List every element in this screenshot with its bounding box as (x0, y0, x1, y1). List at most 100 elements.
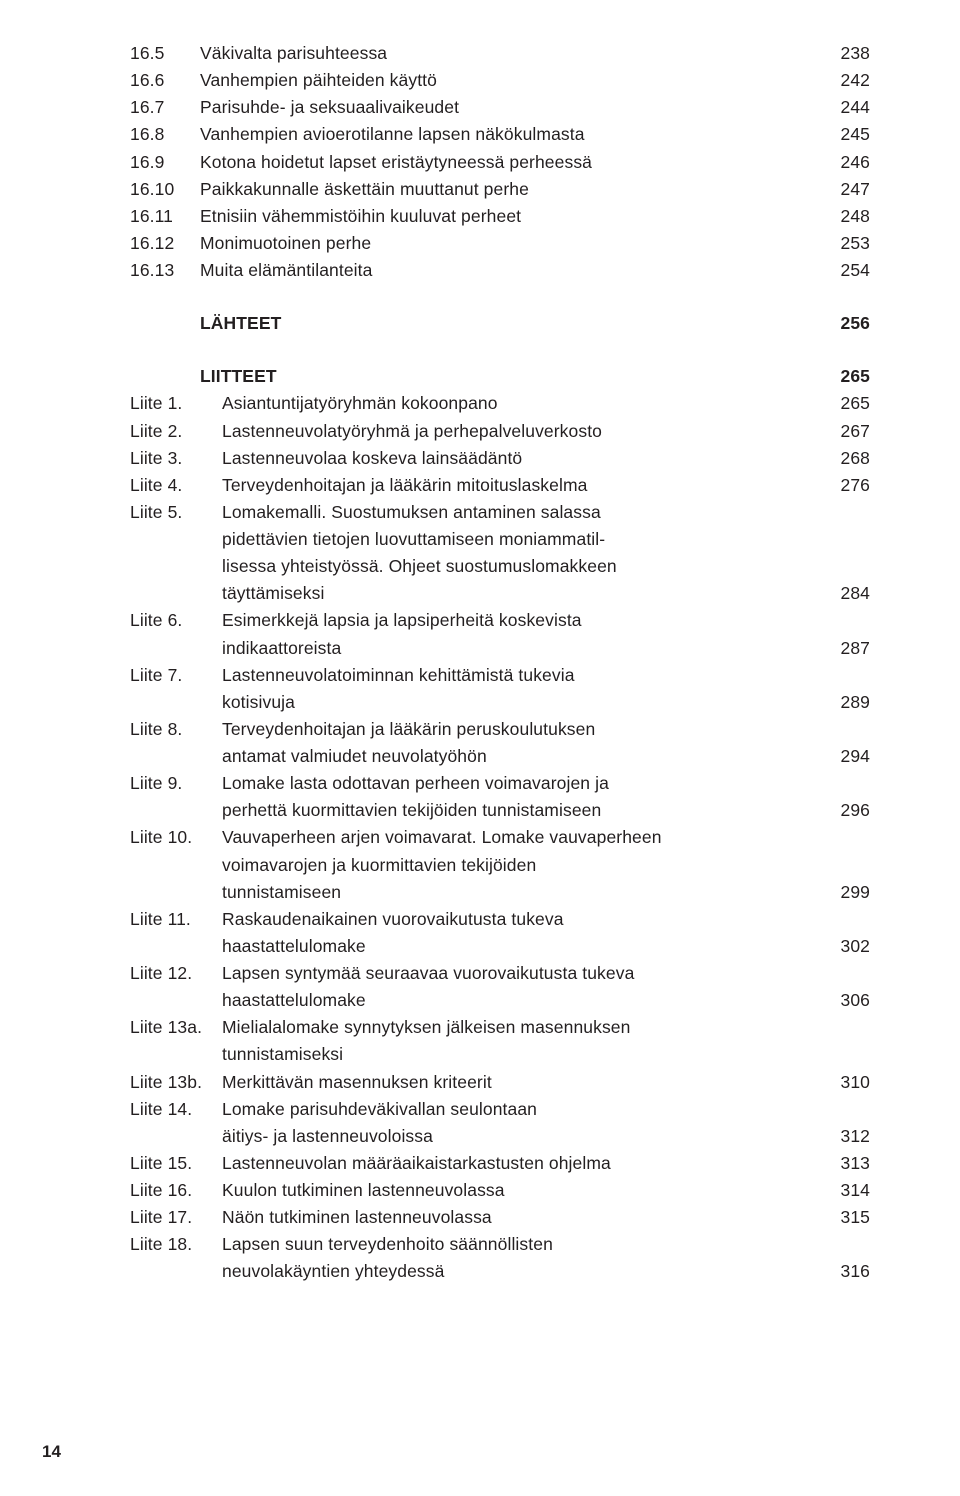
liite-page-number: 287 (820, 635, 870, 662)
toc-row: 16.9Kotona hoidetut lapset eristäytynees… (130, 149, 870, 176)
toc-section-number: 16.11 (130, 203, 200, 230)
liite-label: Raskaudenaikainen vuorovaikutusta tukeva (222, 906, 820, 933)
liite-row: Liite 11.Raskaudenaikainen vuorovaikutus… (130, 906, 870, 933)
liite-page-number: 299 (820, 879, 870, 906)
liite-row: kotisivuja289 (130, 689, 870, 716)
liite-label: Lomake parisuhdeväkivallan seulontaan (222, 1096, 820, 1123)
liite-row: pidettävien tietojen luovuttamiseen moni… (130, 526, 870, 553)
liite-label: kotisivuja (222, 689, 820, 716)
toc-page-number: 248 (820, 203, 870, 230)
liitteet-heading: LIITTEET 265 (130, 363, 870, 390)
liite-label: Lastenneuvolan määräaikaistarkastusten o… (222, 1150, 820, 1177)
liite-page-number: 296 (820, 797, 870, 824)
liite-number: Liite 7. (130, 662, 222, 689)
toc-row: 16.7Parisuhde- ja seksuaalivaikeudet244 (130, 94, 870, 121)
toc-section-number: 16.5 (130, 40, 200, 67)
toc-section-label: Kotona hoidetut lapset eristäytyneessä p… (200, 149, 820, 176)
liite-row: Liite 17.Näön tutkiminen lastenneuvolass… (130, 1204, 870, 1231)
liite-label: indikaattoreista (222, 635, 820, 662)
liite-row: Liite 7.Lastenneuvolatoiminnan kehittämi… (130, 662, 870, 689)
liite-number: Liite 9. (130, 770, 222, 797)
toc-page-number: 254 (820, 257, 870, 284)
toc-section-number: 16.7 (130, 94, 200, 121)
liite-row: antamat valmiudet neuvolatyöhön294 (130, 743, 870, 770)
liite-page-number: 268 (820, 445, 870, 472)
toc-row: 16.5Väkivalta parisuhteessa238 (130, 40, 870, 67)
liite-number: Liite 15. (130, 1150, 222, 1177)
liite-row: täyttämiseksi284 (130, 580, 870, 607)
liite-row: Liite 16.Kuulon tutkiminen lastenneuvola… (130, 1177, 870, 1204)
liite-row: Liite 12.Lapsen syntymää seuraavaa vuoro… (130, 960, 870, 987)
liite-row: Liite 9.Lomake lasta odottavan perheen v… (130, 770, 870, 797)
toc-section-label: Muita elämäntilanteita (200, 257, 820, 284)
lahteet-heading: LÄHTEET 256 (130, 310, 870, 337)
liite-page-number: 267 (820, 418, 870, 445)
toc-row: 16.12Monimuotoinen perhe253 (130, 230, 870, 257)
liite-row: Liite 3.Lastenneuvolaa koskeva lainsäädä… (130, 445, 870, 472)
liite-page-number: 276 (820, 472, 870, 499)
liite-label: Lastenneuvolaa koskeva lainsäädäntö (222, 445, 820, 472)
page-number: 14 (42, 1442, 61, 1462)
liitteet-label: LIITTEET (200, 363, 820, 390)
liite-page-number: 315 (820, 1204, 870, 1231)
liite-label: pidettävien tietojen luovuttamiseen moni… (222, 526, 820, 553)
liite-row: Liite 14.Lomake parisuhdeväkivallan seul… (130, 1096, 870, 1123)
liite-label: Terveydenhoitajan ja lääkärin mitoitusla… (222, 472, 820, 499)
toc-page-number: 238 (820, 40, 870, 67)
liite-number: Liite 10. (130, 824, 222, 851)
liite-row: Liite 2.Lastenneuvolatyöryhmä ja perhepa… (130, 418, 870, 445)
liite-number: Liite 6. (130, 607, 222, 634)
liite-number: Liite 1. (130, 390, 222, 417)
liite-label: haastattelulomake (222, 987, 820, 1014)
liite-page-number: 314 (820, 1177, 870, 1204)
liite-row: Liite 13b.Merkittävän masennuksen kritee… (130, 1069, 870, 1096)
liite-label: Lastenneuvolatoiminnan kehittämistä tuke… (222, 662, 820, 689)
toc-row: 16.13Muita elämäntilanteita254 (130, 257, 870, 284)
liite-row: äitiys- ja lastenneuvoloissa312 (130, 1123, 870, 1150)
liite-number: Liite 13a. (130, 1014, 222, 1041)
liite-label: haastattelulomake (222, 933, 820, 960)
liite-label: Vauvaperheen arjen voimavarat. Lomake va… (222, 824, 820, 851)
liite-row: lisessa yhteistyössä. Ohjeet suostumuslo… (130, 553, 870, 580)
spacer (130, 284, 870, 310)
toc-row: 16.11Etnisiin vähemmistöihin kuuluvat pe… (130, 203, 870, 230)
liite-row: Liite 1.Asiantuntijatyöryhmän kokoonpano… (130, 390, 870, 417)
liite-label: neuvolakäyntien yhteydessä (222, 1258, 820, 1285)
lahteet-label: LÄHTEET (200, 310, 820, 337)
liite-page-number: 312 (820, 1123, 870, 1150)
liite-page-number: 289 (820, 689, 870, 716)
liite-row: neuvolakäyntien yhteydessä316 (130, 1258, 870, 1285)
liite-label: Näön tutkiminen lastenneuvolassa (222, 1204, 820, 1231)
liite-label: voimavarojen ja kuormittavien tekijöiden (222, 852, 820, 879)
toc-section-number: 16.9 (130, 149, 200, 176)
liitteet-page: 265 (820, 363, 870, 390)
liite-label: Lapsen suun terveydenhoito säännöllisten (222, 1231, 820, 1258)
toc-section-number: 16.6 (130, 67, 200, 94)
liite-label: tunnistamiseen (222, 879, 820, 906)
liite-number: Liite 12. (130, 960, 222, 987)
liite-label: Lastenneuvolatyöryhmä ja perhepalveluver… (222, 418, 820, 445)
liite-number: Liite 13b. (130, 1069, 222, 1096)
liite-label: Mielialalomake synnytyksen jälkeisen mas… (222, 1014, 820, 1041)
liite-label: antamat valmiudet neuvolatyöhön (222, 743, 820, 770)
liite-row: perhettä kuormittavien tekijöiden tunnis… (130, 797, 870, 824)
toc-row: 16.6Vanhempien päihteiden käyttö242 (130, 67, 870, 94)
liite-row: Liite 4.Terveydenhoitajan ja lääkärin mi… (130, 472, 870, 499)
liite-row: voimavarojen ja kuormittavien tekijöiden (130, 852, 870, 879)
spacer (130, 337, 870, 363)
toc-page-number: 244 (820, 94, 870, 121)
toc-section-label: Vanhempien avioerotilanne lapsen näkökul… (200, 121, 820, 148)
toc-section-label: Monimuotoinen perhe (200, 230, 820, 257)
liitteet-list: Liite 1.Asiantuntijatyöryhmän kokoonpano… (130, 390, 870, 1285)
liite-label: Kuulon tutkiminen lastenneuvolassa (222, 1177, 820, 1204)
liite-row: Liite 18.Lapsen suun terveydenhoito sään… (130, 1231, 870, 1258)
liite-label: Merkittävän masennuksen kriteerit (222, 1069, 820, 1096)
liite-label: Esimerkkejä lapsia ja lapsiperheitä kosk… (222, 607, 820, 634)
toc-section-number: 16.8 (130, 121, 200, 148)
liite-label: äitiys- ja lastenneuvoloissa (222, 1123, 820, 1150)
toc-page-number: 245 (820, 121, 870, 148)
liite-number: Liite 16. (130, 1177, 222, 1204)
liite-page-number: 316 (820, 1258, 870, 1285)
toc-section-label: Väkivalta parisuhteessa (200, 40, 820, 67)
liite-row: tunnistamiseksi (130, 1041, 870, 1068)
